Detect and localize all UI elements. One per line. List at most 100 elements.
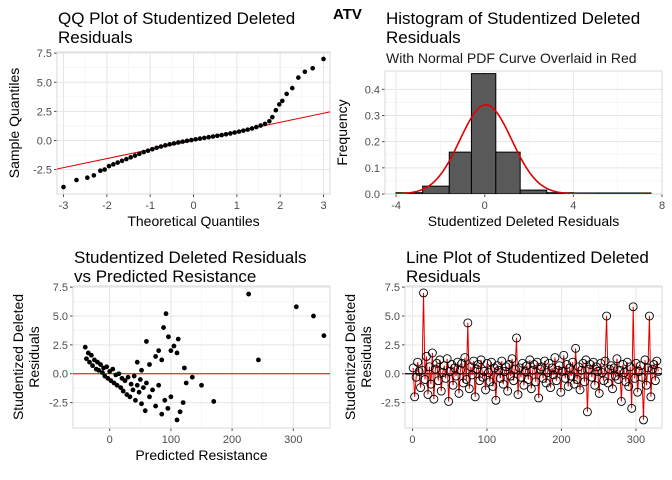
data-point (563, 381, 573, 391)
data-point (175, 336, 181, 342)
data-point (650, 376, 660, 386)
data-point (254, 124, 259, 130)
data-point (140, 385, 146, 390)
data-point (176, 140, 181, 145)
data-point (587, 372, 597, 382)
data-point (206, 134, 211, 140)
data-point (484, 368, 493, 378)
data-point (166, 334, 171, 340)
data-point (473, 360, 483, 369)
data-point (577, 365, 586, 375)
data-point (510, 364, 520, 374)
x-tick-label: 100 (478, 434, 496, 446)
x-tick-label: 0 (409, 434, 415, 446)
data-point (241, 128, 246, 133)
data-point (478, 372, 488, 382)
y-tick-label: 7.5 (385, 282, 400, 294)
y-tick-label: 0.4 (365, 84, 380, 96)
data-point (594, 388, 604, 398)
data-point (156, 382, 162, 388)
data-point (509, 376, 519, 386)
data-point (426, 379, 436, 389)
data-point (96, 367, 102, 373)
y-tick-label: 2.5 (37, 106, 52, 118)
data-point (147, 362, 152, 367)
data-point (435, 355, 445, 365)
chart-title-line: Histogram of Studentized Deleted (386, 9, 640, 28)
data-point (559, 350, 569, 360)
marks (405, 288, 662, 425)
data-point (174, 350, 180, 356)
data-point (84, 356, 89, 362)
data-point (277, 102, 282, 107)
data-point (99, 370, 105, 375)
x-tick-label: -4 (391, 200, 401, 212)
data-point (223, 131, 229, 137)
data-point (122, 378, 128, 384)
data-point (159, 411, 165, 417)
data-point (568, 357, 578, 367)
data-point (211, 399, 217, 404)
data-point (419, 288, 428, 298)
x-tick-label: -3 (59, 200, 69, 212)
data-point (430, 364, 440, 374)
data-point (156, 348, 162, 354)
data-point (296, 75, 301, 80)
data-point (142, 408, 148, 414)
y-axis-label-line: Residuals (358, 326, 374, 387)
data-point (90, 363, 95, 369)
histogram-bar (448, 151, 472, 194)
data-point (469, 356, 479, 366)
data-point (163, 143, 168, 148)
y-tick-label: 0.0 (365, 189, 380, 201)
y-tick-label: 0.3 (365, 110, 380, 122)
data-point (127, 394, 133, 400)
data-point (495, 373, 505, 383)
x-tick-label: 1 (234, 200, 240, 212)
data-point (644, 311, 654, 321)
data-point (646, 392, 656, 402)
data-point (534, 393, 544, 403)
data-point (503, 386, 513, 396)
data-point (87, 359, 92, 365)
data-point (599, 376, 609, 386)
data-point (246, 291, 252, 297)
data-point (115, 160, 120, 165)
data-point (137, 377, 143, 382)
data-point (102, 167, 107, 172)
y-tick-label: 7.5 (53, 282, 68, 294)
data-point (624, 381, 634, 391)
y-axis-label-line: Sample Quantiles (6, 68, 22, 179)
data-point (528, 365, 538, 375)
data-point (116, 371, 122, 377)
data-point (445, 366, 455, 376)
figure-supertitle: ATV (333, 6, 362, 23)
data-point (293, 304, 299, 310)
data-point (455, 365, 465, 375)
data-point (159, 357, 165, 363)
x-tick-label: 4 (570, 200, 576, 212)
data-point (162, 397, 168, 403)
data-point (628, 302, 638, 312)
x-axis-label: Theoretical Quantiles (127, 213, 259, 229)
data-point (438, 368, 448, 378)
data-point (258, 123, 263, 128)
chart-title-line: QQ Plot of Studentized Deleted (58, 9, 295, 28)
data-point (633, 387, 643, 397)
data-point (165, 405, 171, 411)
data-point (600, 356, 610, 366)
data-point (457, 358, 467, 368)
data-point (540, 356, 550, 366)
data-point (144, 339, 149, 344)
data-point (104, 364, 110, 370)
data-point (82, 344, 88, 350)
data-point (153, 403, 159, 409)
data-point (622, 357, 632, 367)
panel-border (72, 285, 331, 429)
data-point (481, 385, 490, 395)
data-point (647, 364, 657, 374)
data-point (180, 400, 186, 406)
data-point (267, 118, 272, 124)
data-point (114, 382, 120, 388)
gridlines (57, 52, 330, 194)
